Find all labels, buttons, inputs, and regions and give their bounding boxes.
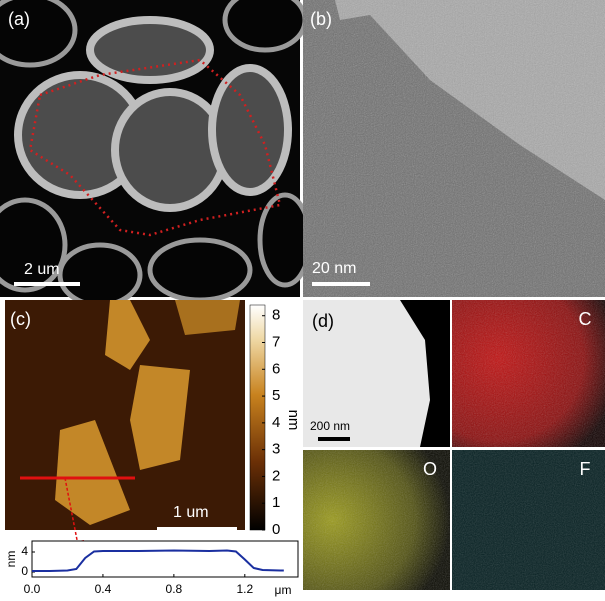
x-unit: μm xyxy=(275,583,292,597)
scale-label: 200 nm xyxy=(310,419,350,433)
map-label: C xyxy=(579,309,592,329)
scale-bar xyxy=(312,282,370,286)
noise xyxy=(303,450,450,590)
map-label: O xyxy=(423,459,437,479)
flake xyxy=(303,300,430,447)
colorbar-tick-label: 7 xyxy=(272,333,280,350)
colorbar-tick-label: 6 xyxy=(272,360,280,377)
arrow xyxy=(64,477,79,546)
noise xyxy=(303,0,605,297)
colorbar-tick-label: 5 xyxy=(272,387,280,404)
holes-outer xyxy=(0,0,313,308)
panel-label: (a) xyxy=(8,9,30,29)
scale-label: 2 um xyxy=(24,261,60,278)
colorbar-tick-label: 0 xyxy=(272,521,280,538)
scale-label: 20 nm xyxy=(312,260,356,277)
panel-label: (c) xyxy=(10,309,31,329)
map-label: F xyxy=(580,459,591,479)
panel-a: (a) 2 um xyxy=(0,0,313,308)
panel-c: (c) 1 um nm xyxy=(5,300,302,552)
colorbar-tick-label: 4 xyxy=(272,414,280,431)
scale-label: 1 um xyxy=(173,504,209,521)
colorbar xyxy=(249,304,266,531)
y-unit: nm xyxy=(4,551,18,568)
panel-d: (d) 200 nm C O F xyxy=(303,300,605,590)
noise xyxy=(452,450,605,590)
y-tick-label: 0 xyxy=(21,564,28,578)
x-tick-label: 0.4 xyxy=(95,582,112,596)
scale-bar xyxy=(318,437,350,441)
grid-holes xyxy=(14,16,292,212)
x-tick-label: 0.0 xyxy=(24,582,41,596)
scale-bar xyxy=(157,527,237,531)
profile-chart: nm μm xyxy=(4,540,299,597)
panel-label: (d) xyxy=(312,311,334,331)
scale-bar xyxy=(14,282,80,286)
flakes xyxy=(55,300,240,525)
colorbar-tick-label: 8 xyxy=(272,307,280,324)
colorbar-tick-label: 3 xyxy=(272,441,280,458)
x-tick-label: 1.2 xyxy=(236,582,253,596)
x-tick-label: 0.8 xyxy=(166,582,183,596)
panel-label: (b) xyxy=(310,9,332,29)
profile-line xyxy=(32,549,284,572)
y-tick-label: 4 xyxy=(21,544,28,558)
colorbar-tick-label: 1 xyxy=(272,494,280,511)
plot-frame xyxy=(31,540,299,578)
panel-b: (b) 20 nm xyxy=(303,0,605,297)
colorbar-unit: nm xyxy=(285,410,302,431)
colorbar-tick-label: 2 xyxy=(272,467,280,484)
noise xyxy=(452,300,605,447)
